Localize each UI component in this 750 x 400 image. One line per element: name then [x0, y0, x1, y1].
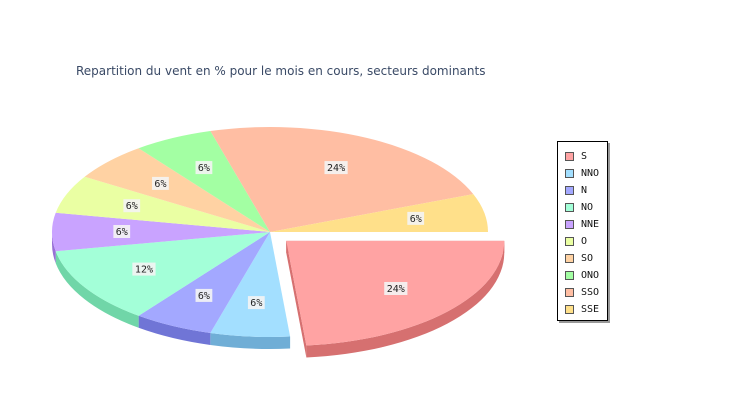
slice-label-s: 24%	[387, 284, 405, 295]
legend-item-sso: SSO	[558, 284, 607, 301]
pie-slice-no	[55, 232, 270, 316]
slice-label-ono: 6%	[198, 163, 210, 174]
slice-label-bg-nno	[247, 296, 265, 310]
slice-label-sse: 6%	[410, 214, 422, 225]
legend-item-s: S	[558, 148, 607, 165]
legend-item-so: SO	[558, 250, 607, 267]
legend-label: SSO	[581, 287, 600, 298]
slice-label-bg-sso	[324, 161, 348, 175]
slice-label-bg-s	[384, 281, 408, 295]
pie-slice-o	[55, 176, 270, 232]
slice-label-bg-no	[132, 262, 156, 276]
legend-swatch	[565, 152, 574, 161]
pie-slice-side-nno	[210, 332, 291, 349]
slice-label-bg-n	[195, 288, 213, 302]
slice-label-o: 6%	[126, 201, 138, 212]
pie-slice-side-no	[55, 251, 139, 328]
legend-swatch	[565, 169, 574, 178]
chart-title: Repartition du vent en % pour le mois en…	[76, 64, 486, 78]
legend-swatch	[565, 186, 574, 195]
pie-slice-ono	[138, 131, 270, 232]
slice-label-sso: 24%	[327, 163, 345, 174]
legend-swatch	[565, 254, 574, 263]
slice-label-bg-so	[152, 176, 169, 190]
legend-label: O	[581, 236, 588, 247]
legend-swatch	[565, 203, 574, 212]
slice-label-bg-o	[123, 199, 141, 213]
legend-label: SO	[581, 253, 594, 264]
legend-item-nno: NNO	[558, 165, 607, 182]
legend-label: ONO	[581, 270, 600, 281]
slice-label-so: 6%	[154, 179, 166, 190]
slice-label-bg-ono	[195, 161, 213, 175]
legend: S NNO N NO NNE O SO ONO SSO SSE	[557, 141, 608, 321]
legend-swatch	[565, 288, 574, 297]
legend-item-nne: NNE	[558, 216, 607, 233]
legend-swatch	[565, 305, 574, 314]
legend-label: S	[581, 151, 588, 162]
pie-slice-side-nne	[52, 232, 56, 264]
legend-item-no: NO	[558, 199, 607, 216]
legend-item-ono: ONO	[558, 267, 607, 284]
legend-label: NNO	[581, 168, 600, 179]
pie-slice-side-n	[138, 315, 211, 345]
slice-label-nno: 6%	[250, 298, 262, 309]
pie-slice-so	[84, 148, 270, 232]
slice-label-bg-sse	[407, 211, 425, 225]
pie-slice-nne	[51, 212, 270, 252]
slice-label-n: 6%	[198, 291, 210, 302]
pie-slice-sso	[210, 126, 474, 232]
legend-item-o: O	[558, 233, 607, 250]
legend-swatch	[565, 220, 574, 229]
slice-label-bg-nne	[113, 225, 131, 238]
legend-item-n: N	[558, 182, 607, 199]
legend-label: NO	[581, 202, 594, 213]
pie-slice-n	[138, 232, 270, 333]
legend-label: SSE	[581, 304, 600, 315]
legend-label: NNE	[581, 219, 600, 230]
pie-slice-sse	[270, 194, 488, 232]
legend-item-sse: SSE	[558, 301, 607, 318]
pie-slice-cut-s-1	[286, 240, 307, 358]
slice-label-no: 12%	[135, 265, 153, 276]
legend-swatch	[565, 271, 574, 280]
legend-label: N	[581, 185, 588, 196]
pie-slice-nno	[210, 232, 291, 338]
pie-slice-side-s	[306, 240, 505, 358]
legend-swatch	[565, 237, 574, 246]
slice-label-nne: 6%	[116, 227, 128, 238]
